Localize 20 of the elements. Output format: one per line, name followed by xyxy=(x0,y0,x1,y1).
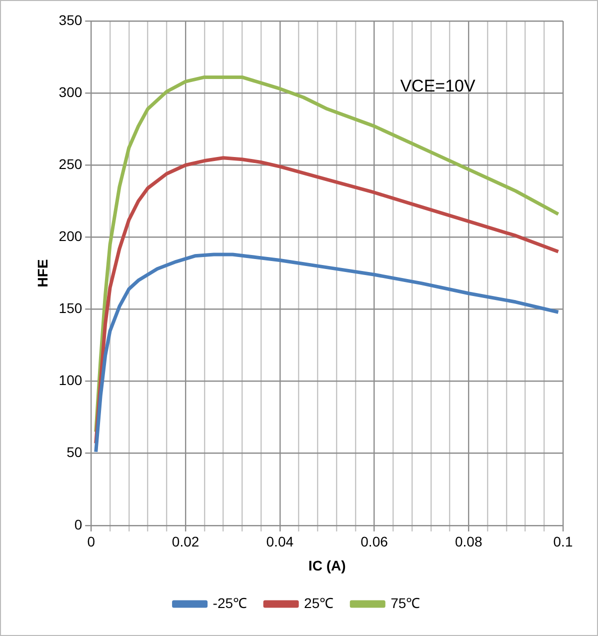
x-axis-title: IC (A) xyxy=(308,557,346,574)
x-tick-label: 0 xyxy=(87,534,96,550)
y-tick-label: 0 xyxy=(74,516,82,532)
legend-label: 25℃ xyxy=(304,594,334,611)
y-axis-title: HFE xyxy=(34,259,50,288)
y-tick-label: 300 xyxy=(58,84,82,100)
y-tick-label: 50 xyxy=(66,444,82,460)
legend-label: 75℃ xyxy=(390,594,420,611)
y-tick-label: 250 xyxy=(58,156,82,172)
y-tick-label: 200 xyxy=(58,228,82,244)
annotation: VCE=10V xyxy=(400,76,476,96)
y-tick-label: 350 xyxy=(58,12,82,28)
legend-label: -25℃ xyxy=(212,594,248,611)
x-tick-label: 0.06 xyxy=(360,534,388,550)
x-tick-label: 0.1 xyxy=(553,534,573,550)
x-tick-label: 0.04 xyxy=(266,534,294,550)
y-tick-label: 100 xyxy=(58,372,82,388)
x-tick-label: 0.02 xyxy=(172,534,200,550)
x-tick-label: 0.08 xyxy=(455,534,482,550)
y-tick-label: 150 xyxy=(58,300,82,316)
